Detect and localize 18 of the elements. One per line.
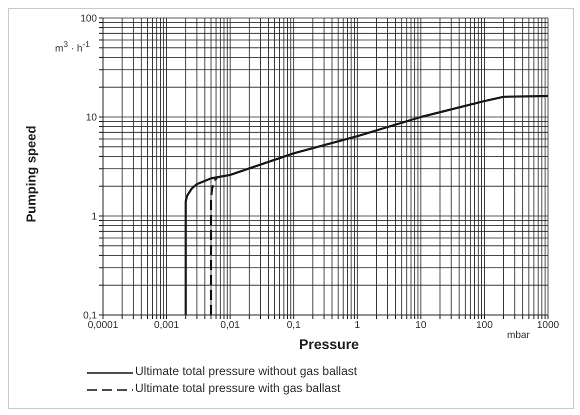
x-tick-label: 100 [476, 320, 494, 332]
x-tick-label: 0,1 [286, 320, 302, 332]
x-tick-label: 0,01 [220, 320, 240, 332]
text: m$^{3}$ · h$^{-1}$ [55, 39, 90, 54]
x-tick-label: 0,001 [154, 320, 180, 332]
y-tick-label: 10 [86, 112, 98, 124]
x-tick-label: 1000 [536, 320, 560, 332]
y-tick-label: 100 [80, 14, 98, 25]
x-axis-title: Pressure [299, 336, 359, 352]
x-tick-label: 0,0001 [88, 320, 119, 332]
legend-label: Ultimate total pressure with gas ballast [135, 380, 340, 397]
x-tick-label: 10 [415, 320, 427, 332]
text: mbar [507, 330, 530, 341]
y-axis-title: Pumping speed [24, 126, 38, 222]
y-tick-label: 0,1 [83, 310, 98, 322]
legend-label: Ultimate total pressure without gas ballast [135, 363, 358, 380]
x-tick-label: 1 [354, 320, 361, 332]
y-tick-label: 1 [91, 212, 98, 223]
